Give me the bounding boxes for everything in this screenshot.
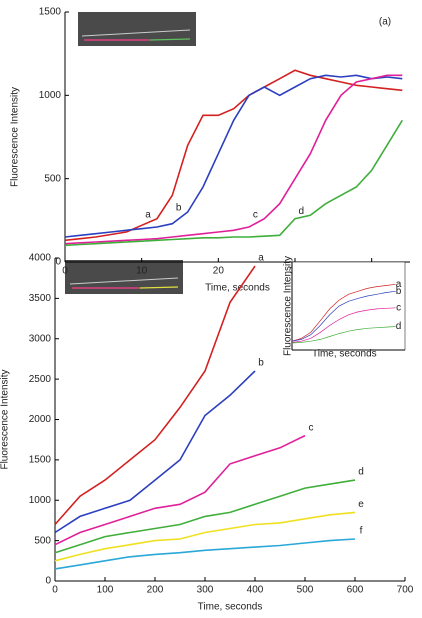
- y-tick-label: 2500: [29, 374, 52, 385]
- x-tick-label: 100: [97, 585, 114, 596]
- x-tick-label: 300: [197, 585, 214, 596]
- y-tick-label: 500: [34, 535, 51, 546]
- series-line: [291, 326, 396, 344]
- panel-label: (a): [379, 17, 391, 28]
- y-axis-label: Fluorescence Intensity: [0, 369, 11, 469]
- series-label: a: [396, 279, 402, 290]
- y-axis-label: Fluorescence Intensity: [283, 256, 294, 356]
- y-tick-label: 4000: [29, 253, 52, 264]
- series-label: c: [253, 209, 258, 220]
- series-label: d: [299, 206, 305, 217]
- series-line: [291, 307, 396, 343]
- x-tick-label: 0: [62, 266, 68, 277]
- x-axis-label: Time, seconds: [198, 602, 263, 613]
- series-line: [54, 479, 356, 554]
- series-label: e: [358, 499, 364, 510]
- x-axis-label: Time, seconds: [205, 283, 270, 294]
- x-tick-label: 500: [297, 585, 314, 596]
- y-tick-label: 2000: [29, 414, 52, 425]
- series-line: [64, 74, 403, 238]
- series-line: [291, 283, 396, 342]
- series-line: [64, 119, 403, 247]
- series-label: a: [258, 253, 264, 264]
- x-tick-label: 400: [247, 585, 264, 596]
- x-tick-label: 200: [147, 585, 164, 596]
- x-tick-label: 600: [347, 585, 364, 596]
- y-axis-label: Fluorescence Intensity: [10, 87, 21, 187]
- series-label: b: [396, 286, 402, 297]
- series-line: [291, 290, 396, 342]
- series-label: b: [176, 203, 182, 214]
- series-line: [64, 74, 403, 245]
- y-tick-label: 1500: [39, 7, 62, 18]
- series-line: [54, 370, 256, 534]
- series-label: f: [360, 526, 363, 537]
- panel: 0 100 200 300 400 500 600 700050010001500200025…: [0, 253, 414, 613]
- series-label: c: [396, 302, 401, 313]
- y-tick-label: 0: [45, 576, 51, 587]
- series-label: a: [145, 209, 151, 220]
- series-line: [64, 69, 403, 242]
- inset-frame: [291, 261, 406, 351]
- photo-inset-b: [65, 260, 183, 294]
- panel: 010203040050010001500Time, secondsFluore…: [10, 7, 410, 294]
- x-tick-label: 20: [213, 266, 225, 277]
- y-tick-label: 1500: [29, 455, 52, 466]
- y-tick-label: 3000: [29, 333, 52, 344]
- series-label: d: [358, 467, 364, 478]
- x-tick-label: 700: [397, 585, 414, 596]
- series-line: [54, 434, 306, 546]
- series-label: c: [309, 422, 314, 433]
- y-tick-label: 1000: [29, 495, 52, 506]
- x-axis-label: Time, seconds: [312, 349, 377, 360]
- y-tick-label: 1000: [39, 90, 62, 101]
- series-line: [54, 265, 256, 526]
- x-tick-label: 0: [52, 585, 58, 596]
- y-tick-label: 0: [55, 257, 61, 268]
- x-tick-label: 10: [136, 266, 148, 277]
- y-tick-label: 3500: [29, 293, 52, 304]
- y-tick-label: 500: [44, 173, 61, 184]
- series-label: b: [258, 358, 264, 369]
- series-line: [54, 511, 356, 562]
- photo-inset-a: [78, 12, 196, 46]
- series-line: [54, 538, 356, 570]
- series-label: d: [396, 321, 402, 332]
